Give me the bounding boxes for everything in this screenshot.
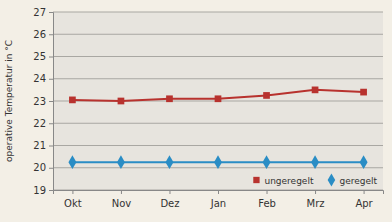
series-marker (360, 89, 367, 96)
series-marker (311, 155, 319, 169)
plot: 19 20 21 22 23 24 25 26 27 Okt Nov Dez Jan Feb Mrz Apr u… (33, 7, 383, 209)
y-tick-label: 26 (33, 29, 46, 40)
y-tick: 21 (33, 140, 53, 151)
y-axis: 19 20 21 22 23 24 25 26 27 (33, 7, 53, 196)
x-tick-mark (267, 190, 268, 194)
x-tick-label: Apr (355, 198, 373, 209)
x-tick-label: Jan (210, 198, 226, 209)
series-marker (118, 98, 125, 105)
y-tick-label: 25 (33, 51, 46, 62)
x-tick-label: Feb (258, 198, 276, 209)
y-tick-mark (49, 168, 53, 169)
grid-line (53, 123, 383, 124)
y-tick-label: 19 (33, 185, 46, 196)
series-marker (312, 87, 319, 94)
y-tick: 24 (33, 73, 53, 84)
y-tick: 25 (33, 51, 53, 62)
x-tick-label: Nov (112, 198, 132, 209)
x-tick-mark (218, 190, 219, 194)
marks (68, 87, 367, 170)
x-tick: Dez (160, 190, 179, 209)
series-marker (360, 155, 368, 169)
x-tick: Feb (258, 190, 276, 209)
y-tick: 20 (33, 162, 53, 173)
x-tick: Nov (112, 190, 132, 209)
y-tick: 19 (33, 185, 53, 196)
legend-label: geregelt (339, 176, 377, 186)
grid (53, 12, 383, 190)
series-marker (214, 155, 222, 169)
x-tick-mark (169, 190, 170, 194)
y-tick-mark (49, 34, 53, 35)
grid-line (53, 78, 383, 79)
legend-label: ungeregelt (264, 176, 313, 186)
legend-marker (328, 173, 336, 186)
grid-line (53, 145, 383, 146)
y-tick: 27 (33, 7, 53, 18)
y-tick-mark (49, 79, 53, 80)
x-tick: Mrz (307, 190, 325, 209)
x-tick-mark (364, 190, 365, 194)
series-marker (263, 155, 271, 169)
x-tick: Jan (210, 190, 226, 209)
y-tick-label: 23 (33, 96, 46, 107)
x-tick-mark (72, 190, 73, 194)
y-tick-mark (49, 101, 53, 102)
legend-item: geregelt (328, 173, 378, 186)
grid-line (53, 56, 383, 57)
series-marker (263, 92, 270, 99)
series-marker (69, 97, 76, 104)
x-tick: Apr (355, 190, 373, 209)
y-tick-mark (49, 123, 53, 124)
y-tick-mark (49, 12, 53, 13)
grid-line (53, 12, 383, 13)
y-tick-mark (49, 57, 53, 58)
chart: 19 20 21 22 23 24 25 26 27 Okt Nov Dez Jan Feb Mrz Apr u… (0, 0, 392, 222)
x-tick: Okt (64, 190, 82, 209)
x-tick-mark (315, 190, 316, 194)
series-marker (68, 155, 76, 169)
y-tick-label: 22 (33, 118, 46, 129)
legend-item: ungeregelt (253, 176, 314, 186)
x-axis: Okt Nov Dez Jan Feb Mrz Apr (54, 190, 384, 209)
y-tick-label: 27 (33, 7, 46, 18)
x-tick-label: Okt (64, 198, 82, 209)
plot-background (53, 12, 383, 190)
x-axis-line (54, 191, 384, 195)
y-tick-label: 20 (33, 162, 46, 173)
y-tick-mark (49, 190, 53, 191)
grid-line (53, 34, 383, 35)
legend-marker (253, 177, 259, 183)
y-axis-line (49, 13, 54, 191)
series-marker (166, 95, 173, 102)
y-tick: 26 (33, 29, 53, 40)
y-axis-title: operative Temperatur in °C (4, 40, 14, 162)
series-marker (165, 155, 173, 169)
y-tick-label: 24 (33, 73, 46, 84)
y-tick: 23 (33, 96, 53, 107)
series-marker (215, 95, 222, 102)
y-tick-label: 21 (33, 140, 46, 151)
x-tick-label: Dez (160, 198, 179, 209)
y-tick: 22 (33, 118, 53, 129)
x-tick-label: Mrz (307, 198, 325, 209)
y-tick-mark (49, 146, 53, 147)
x-tick-mark (121, 190, 122, 194)
legend: ungeregelt geregelt (253, 173, 377, 186)
series-marker (117, 155, 125, 169)
